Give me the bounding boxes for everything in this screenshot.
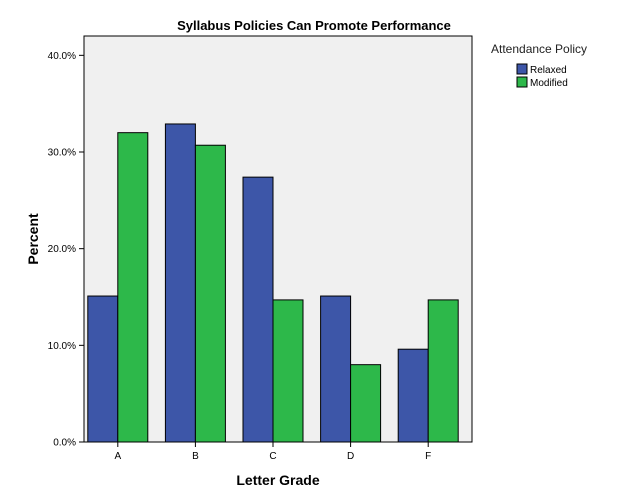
y-tick-label: 20.0% — [48, 244, 76, 255]
bar-modified-d — [350, 364, 382, 443]
legend: Attendance Policy Relaxed Modified — [491, 42, 587, 89]
bar-relaxed-d — [320, 295, 352, 443]
y-tick-label: 30.0% — [48, 148, 76, 159]
bar-modified-a — [117, 132, 149, 443]
chart-title: Syllabus Policies Can Promote Performanc… — [177, 18, 451, 33]
bar-modified-b — [194, 144, 226, 443]
bars-group — [87, 123, 459, 443]
y-tick-label: 10.0% — [48, 341, 76, 352]
bar-modified-c — [272, 299, 304, 443]
legend-swatch-modified — [516, 76, 528, 88]
y-axis: 0.0% 10.0% 20.0% 30.0% 40.0% — [48, 51, 84, 449]
x-tick-label: D — [347, 451, 354, 462]
legend-title: Attendance Policy — [491, 42, 587, 56]
x-tick-label: A — [114, 451, 121, 462]
bar-relaxed-f — [397, 348, 429, 443]
y-tick-label: 0.0% — [53, 438, 76, 449]
bar-relaxed-b — [164, 123, 196, 443]
bar-relaxed-c — [242, 176, 274, 443]
legend-swatch-relaxed — [516, 63, 528, 75]
x-tick-label: F — [425, 451, 431, 462]
bar-modified-f — [427, 299, 459, 443]
x-tick-label: C — [269, 451, 276, 462]
y-axis-title: Percent — [25, 213, 41, 265]
y-tick-label: 40.0% — [48, 51, 76, 62]
bar-relaxed-a — [87, 295, 119, 443]
legend-label-relaxed: Relaxed — [530, 65, 567, 76]
x-tick-label: B — [192, 451, 199, 462]
legend-label-modified: Modified — [530, 78, 568, 89]
x-axis-title: Letter Grade — [236, 472, 319, 488]
